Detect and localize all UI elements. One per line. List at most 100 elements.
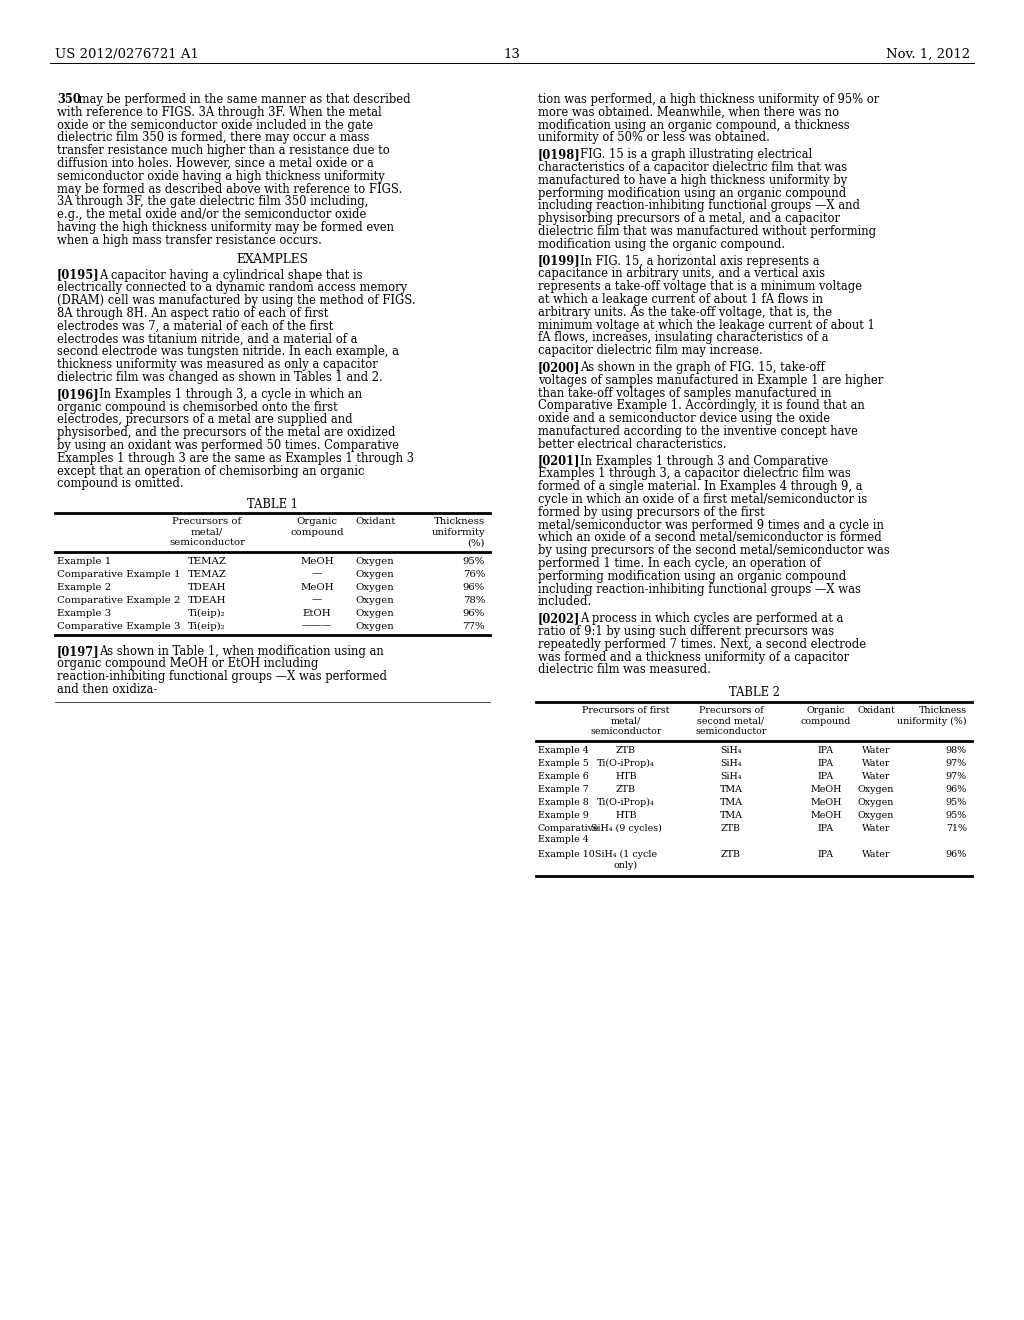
Text: As shown in Table 1, when modification using an: As shown in Table 1, when modification u… [99, 644, 384, 657]
Text: ———: ——— [302, 622, 332, 631]
Text: In Examples 1 through 3 and Comparative: In Examples 1 through 3 and Comparative [580, 454, 828, 467]
Text: and then oxidiza-: and then oxidiza- [57, 684, 158, 696]
Text: better electrical characteristics.: better electrical characteristics. [538, 438, 726, 451]
Text: 95%: 95% [946, 810, 967, 820]
Text: semiconductor oxide having a high thickness uniformity: semiconductor oxide having a high thickn… [57, 170, 385, 182]
Text: 96%: 96% [946, 850, 967, 859]
Text: Ti(eip)₂: Ti(eip)₂ [188, 609, 226, 618]
Text: [0198]: [0198] [538, 148, 581, 161]
Text: capacitor dielectric film may increase.: capacitor dielectric film may increase. [538, 345, 763, 358]
Text: performed 1 time. In each cycle, an operation of: performed 1 time. In each cycle, an oper… [538, 557, 821, 570]
Text: included.: included. [538, 595, 592, 609]
Text: by using precursors of the second metal/semiconductor was: by using precursors of the second metal/… [538, 544, 890, 557]
Text: [0197]: [0197] [57, 644, 99, 657]
Text: having the high thickness uniformity may be formed even: having the high thickness uniformity may… [57, 220, 394, 234]
Text: metal/: metal/ [190, 528, 223, 537]
Text: Example 8: Example 8 [538, 797, 589, 807]
Text: TABLE 2: TABLE 2 [728, 686, 779, 700]
Text: 3A through 3F, the gate dielectric film 350 including,: 3A through 3F, the gate dielectric film … [57, 195, 369, 209]
Text: when a high mass transfer resistance occurs.: when a high mass transfer resistance occ… [57, 234, 322, 247]
Text: TABLE 1: TABLE 1 [247, 498, 298, 511]
Text: modification using an organic compound, a thickness: modification using an organic compound, … [538, 119, 850, 132]
Text: metal/: metal/ [610, 717, 641, 726]
Text: arbitrary units. As the take-off voltage, that is, the: arbitrary units. As the take-off voltage… [538, 306, 831, 319]
Text: with reference to FIGS. 3A through 3F. When the metal: with reference to FIGS. 3A through 3F. W… [57, 106, 382, 119]
Text: Oxidant: Oxidant [355, 517, 395, 527]
Text: 95%: 95% [946, 797, 967, 807]
Text: cycle in which an oxide of a first metal/semiconductor is: cycle in which an oxide of a first metal… [538, 492, 867, 506]
Text: 97%: 97% [946, 759, 967, 768]
Text: 13: 13 [504, 48, 520, 61]
Text: including reaction-inhibiting functional groups —X and: including reaction-inhibiting functional… [538, 199, 860, 213]
Text: Comparative Example 1: Comparative Example 1 [57, 570, 180, 578]
Text: compound is omitted.: compound is omitted. [57, 478, 183, 491]
Text: more was obtained. Meanwhile, when there was no: more was obtained. Meanwhile, when there… [538, 106, 839, 119]
Text: metal/semiconductor was performed 9 times and a cycle in: metal/semiconductor was performed 9 time… [538, 519, 884, 532]
Text: semiconductor: semiconductor [169, 539, 245, 548]
Text: [0201]: [0201] [538, 454, 581, 467]
Text: IPA: IPA [818, 850, 835, 859]
Text: Organic: Organic [297, 517, 338, 527]
Text: TDEAH: TDEAH [187, 582, 226, 591]
Text: Oxygen: Oxygen [355, 622, 394, 631]
Text: uniformity of 50% or less was obtained.: uniformity of 50% or less was obtained. [538, 132, 770, 144]
Text: Nov. 1, 2012: Nov. 1, 2012 [886, 48, 970, 61]
Text: Example 7: Example 7 [538, 784, 589, 793]
Text: 95%: 95% [463, 557, 485, 566]
Text: [0195]: [0195] [57, 268, 99, 281]
Text: In Examples 1 through 3, a cycle in which an: In Examples 1 through 3, a cycle in whic… [99, 388, 362, 401]
Text: uniformity: uniformity [431, 528, 485, 537]
Text: formed of a single material. In Examples 4 through 9, a: formed of a single material. In Examples… [538, 480, 862, 494]
Text: Precursors of: Precursors of [698, 706, 763, 715]
Text: TMA: TMA [720, 797, 742, 807]
Text: (DRAM) cell was manufactured by using the method of FIGS.: (DRAM) cell was manufactured by using th… [57, 294, 416, 308]
Text: TEMAZ: TEMAZ [187, 557, 226, 566]
Text: Examples 1 through 3, a capacitor dielectric film was: Examples 1 through 3, a capacitor dielec… [538, 467, 851, 480]
Text: Water: Water [862, 746, 890, 755]
Text: 76%: 76% [463, 570, 485, 578]
Text: IPA: IPA [818, 824, 835, 833]
Text: MeOH: MeOH [300, 557, 334, 566]
Text: Precursors of first: Precursors of first [583, 706, 670, 715]
Text: thickness uniformity was measured as only a capacitor: thickness uniformity was measured as onl… [57, 358, 378, 371]
Text: voltages of samples manufactured in Example 1 are higher: voltages of samples manufactured in Exam… [538, 374, 884, 387]
Text: Thickness: Thickness [919, 706, 967, 715]
Text: electrodes was 7, a material of each of the first: electrodes was 7, a material of each of … [57, 319, 334, 333]
Text: 96%: 96% [946, 784, 967, 793]
Text: FIG. 15 is a graph illustrating electrical: FIG. 15 is a graph illustrating electric… [580, 148, 812, 161]
Text: dielectric film 350 is formed, there may occur a mass: dielectric film 350 is formed, there may… [57, 132, 370, 144]
Text: Oxygen: Oxygen [858, 810, 894, 820]
Text: As shown in the graph of FIG. 15, take-off: As shown in the graph of FIG. 15, take-o… [580, 360, 825, 374]
Text: 350: 350 [57, 92, 81, 106]
Text: IPA: IPA [818, 772, 835, 780]
Text: ZTB: ZTB [721, 850, 741, 859]
Text: 8A through 8H. An aspect ratio of each of first: 8A through 8H. An aspect ratio of each o… [57, 308, 329, 319]
Text: at which a leakage current of about 1 fA flows in: at which a leakage current of about 1 fA… [538, 293, 823, 306]
Text: Water: Water [862, 850, 890, 859]
Text: capacitance in arbitrary units, and a vertical axis: capacitance in arbitrary units, and a ve… [538, 268, 825, 280]
Text: except that an operation of chemisorbing an organic: except that an operation of chemisorbing… [57, 465, 365, 478]
Text: HTB: HTB [615, 810, 637, 820]
Text: TMA: TMA [720, 784, 742, 793]
Text: Organic: Organic [807, 706, 845, 715]
Text: Oxygen: Oxygen [355, 557, 394, 566]
Text: physisorbed, and the precursors of the metal are oxidized: physisorbed, and the precursors of the m… [57, 426, 395, 440]
Text: —: — [312, 595, 323, 605]
Text: compound: compound [290, 528, 344, 537]
Text: [0199]: [0199] [538, 255, 581, 268]
Text: Example 5: Example 5 [538, 759, 589, 768]
Text: manufactured according to the inventive concept have: manufactured according to the inventive … [538, 425, 858, 438]
Text: oxide or the semiconductor oxide included in the gate: oxide or the semiconductor oxide include… [57, 119, 374, 132]
Text: Comparative Example 1. Accordingly, it is found that an: Comparative Example 1. Accordingly, it i… [538, 400, 864, 412]
Text: semiconductor: semiconductor [590, 727, 662, 737]
Text: Thickness: Thickness [434, 517, 485, 527]
Text: by using an oxidant was performed 50 times. Comparative: by using an oxidant was performed 50 tim… [57, 440, 399, 451]
Text: semiconductor: semiconductor [695, 727, 767, 737]
Text: [0202]: [0202] [538, 612, 581, 626]
Text: A capacitor having a cylindrical shape that is: A capacitor having a cylindrical shape t… [99, 268, 362, 281]
Text: In FIG. 15, a horizontal axis represents a: In FIG. 15, a horizontal axis represents… [580, 255, 819, 268]
Text: SiH₄: SiH₄ [720, 759, 741, 768]
Text: TEMAZ: TEMAZ [187, 570, 226, 578]
Text: uniformity (%): uniformity (%) [897, 717, 967, 726]
Text: EtOH: EtOH [303, 609, 332, 618]
